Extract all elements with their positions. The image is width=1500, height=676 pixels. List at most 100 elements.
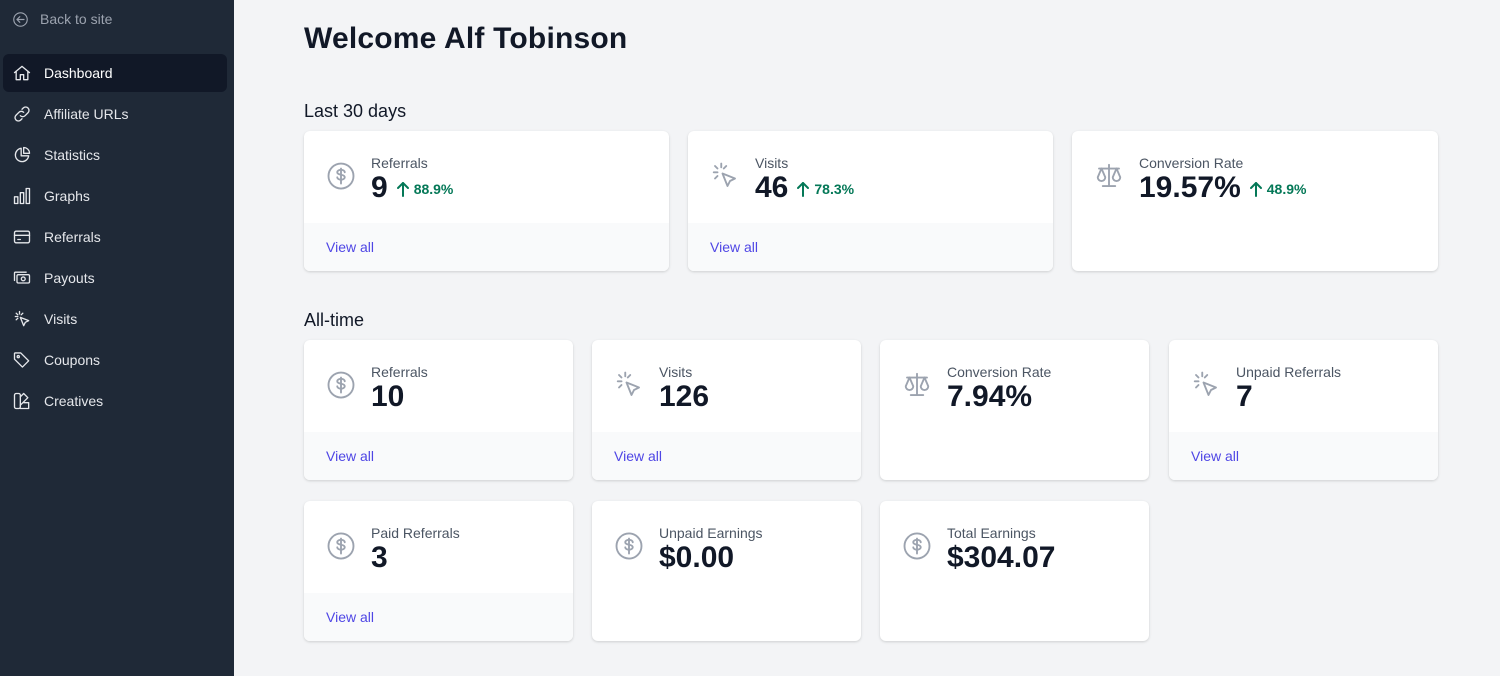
dollar-circle-icon	[615, 532, 643, 560]
stat-card-paid-referrals: Paid Referrals 3 View all	[304, 501, 573, 641]
stat-label: Visits	[659, 364, 693, 380]
stat-label: Referrals	[371, 155, 428, 171]
stat-value: $304.07	[947, 541, 1056, 574]
arrow-up-icon	[1249, 182, 1262, 197]
section-label-all-time: All-time	[304, 310, 365, 330]
stat-label: Paid Referrals	[371, 525, 460, 541]
sidebar: Back to site Dashboard Affiliate URLs St…	[0, 0, 234, 676]
card-footer: View all	[304, 432, 573, 480]
stat-value-row: 3	[371, 541, 388, 575]
dollar-circle-icon	[327, 532, 355, 560]
back-to-site-label: Back to site	[40, 11, 113, 27]
stat-value: 19.57%	[1139, 171, 1241, 204]
main-content: Welcome Alf Tobinson Last 30 days Referr…	[234, 0, 1500, 676]
stat-change: 88.9%	[396, 181, 454, 197]
stat-card-total-earnings: Total Earnings $304.07	[880, 501, 1149, 641]
card-footer: View all	[592, 432, 861, 480]
stat-card-conversion-rate-30d: Conversion Rate 19.57% 48.9%	[1072, 131, 1438, 271]
stat-change: 48.9%	[1249, 181, 1307, 197]
section-label-last-30-days: Last 30 days	[304, 101, 407, 121]
view-all-link[interactable]: View all	[614, 448, 662, 464]
stat-label: Conversion Rate	[1139, 155, 1244, 171]
stat-label: Unpaid Earnings	[659, 525, 763, 541]
sidebar-item-label: Affiliate URLs	[44, 106, 129, 122]
sidebar-item-label: Dashboard	[44, 65, 113, 81]
card-icon	[13, 230, 31, 244]
dollar-circle-icon	[903, 532, 931, 560]
stat-value: 7	[1236, 380, 1253, 413]
sidebar-item-statistics[interactable]: Statistics	[3, 136, 227, 174]
stat-value: 46	[755, 171, 789, 204]
stat-card-conversion-rate-all-time: Conversion Rate 7.94%	[880, 340, 1149, 480]
scale-icon	[904, 372, 930, 396]
sidebar-item-dashboard[interactable]: Dashboard	[3, 54, 227, 92]
cursor-click-icon	[1193, 371, 1217, 396]
view-all-link[interactable]: View all	[1191, 448, 1239, 464]
home-icon	[13, 65, 31, 81]
sidebar-item-payouts[interactable]: Payouts	[3, 259, 227, 297]
stat-change-value: 88.9%	[413, 181, 454, 197]
stat-card-visits-30d: Visits 46 78.3% View all	[688, 131, 1053, 271]
view-all-link[interactable]: View all	[710, 239, 758, 255]
sidebar-item-label: Visits	[44, 311, 78, 327]
arrow-up-icon	[396, 182, 409, 197]
stat-label: Referrals	[371, 364, 428, 380]
stat-value: $0.00	[659, 541, 735, 574]
stat-value: 10	[371, 380, 405, 413]
sidebar-item-label: Creatives	[44, 393, 104, 409]
stat-card-unpaid-referrals: Unpaid Referrals 7 View all	[1169, 340, 1438, 480]
stat-label: Conversion Rate	[947, 364, 1052, 380]
back-to-site-link[interactable]: Back to site	[12, 8, 112, 30]
stat-value-row: 9 88.9%	[371, 171, 453, 205]
cash-icon	[13, 271, 31, 284]
arrow-left-circle-icon	[13, 11, 28, 27]
stat-change-value: 78.3%	[814, 181, 855, 197]
cursor-click-icon	[616, 371, 640, 396]
page-title: Welcome Alf Tobinson	[304, 22, 628, 55]
card-footer: View all	[304, 223, 669, 271]
sidebar-item-coupons[interactable]: Coupons	[3, 341, 227, 379]
stat-label: Total Earnings	[947, 525, 1036, 541]
stat-value-row: $0.00	[659, 541, 734, 575]
stat-value-row: 7	[1236, 380, 1253, 414]
stat-change: 78.3%	[796, 181, 854, 197]
stat-card-visits-all-time: Visits 126 View all	[592, 340, 861, 480]
sidebar-item-affiliate-urls[interactable]: Affiliate URLs	[3, 95, 227, 133]
stat-value: 3	[371, 541, 388, 574]
stat-change-value: 48.9%	[1266, 181, 1307, 197]
sidebar-item-referrals[interactable]: Referrals	[3, 218, 227, 256]
stat-value-row: 19.57% 48.9%	[1139, 171, 1306, 205]
sidebar-item-label: Graphs	[44, 188, 90, 204]
view-all-link[interactable]: View all	[326, 609, 374, 625]
stat-value: 7.94%	[947, 380, 1033, 413]
sidebar-item-visits[interactable]: Visits	[3, 300, 227, 338]
sidebar-item-graphs[interactable]: Graphs	[3, 177, 227, 215]
sidebar-item-label: Payouts	[44, 270, 95, 286]
stat-value-row: 7.94%	[947, 380, 1032, 414]
sidebar-item-creatives[interactable]: Creatives	[3, 382, 227, 420]
stat-label: Visits	[755, 155, 789, 171]
arrow-up-icon	[797, 182, 810, 197]
stat-value: 126	[659, 380, 710, 413]
dollar-circle-icon	[327, 162, 355, 190]
view-all-link[interactable]: View all	[326, 239, 374, 255]
card-footer: View all	[304, 593, 573, 641]
stat-value-row: 126	[659, 380, 709, 414]
link-icon	[14, 106, 30, 122]
view-all-link[interactable]: View all	[326, 448, 374, 464]
sidebar-nav: Dashboard Affiliate URLs Statistics Grap…	[3, 54, 227, 423]
stat-value-row: 46 78.3%	[755, 171, 854, 205]
stat-label: Unpaid Referrals	[1236, 364, 1342, 380]
cursor-click-icon	[712, 162, 736, 187]
dollar-circle-icon	[327, 371, 355, 399]
card-footer: View all	[688, 223, 1053, 271]
sidebar-item-label: Coupons	[44, 352, 101, 368]
sidebar-item-label: Statistics	[44, 147, 101, 163]
sidebar-item-label: Referrals	[44, 229, 101, 245]
bar-chart-icon	[13, 187, 31, 205]
stat-card-referrals-all-time: Referrals 10 View all	[304, 340, 573, 480]
stat-value-row: $304.07	[947, 541, 1055, 575]
swatch-icon	[13, 392, 30, 410]
scale-icon	[1096, 163, 1122, 187]
stat-value: 9	[371, 171, 388, 204]
